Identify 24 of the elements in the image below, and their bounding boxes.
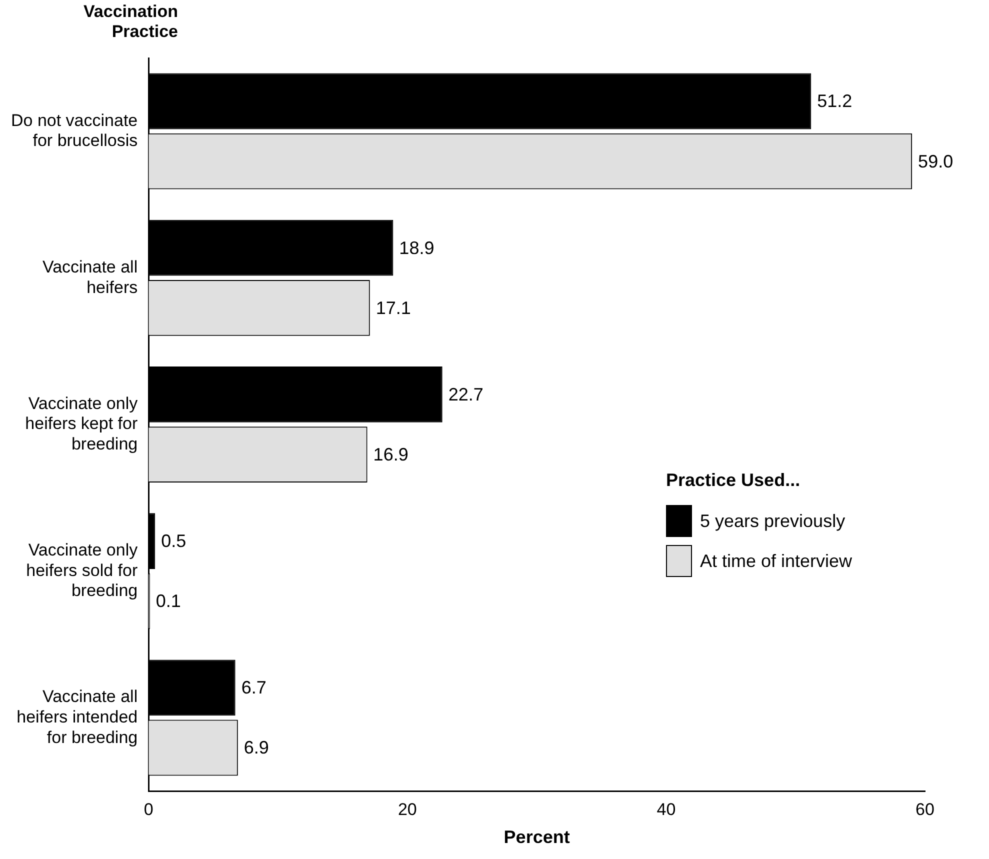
data-label: 0.1 (156, 591, 181, 612)
data-label: 6.9 (244, 738, 269, 758)
y-axis-title: Vaccination Practice (82, 2, 178, 42)
legend-label: At time of interview (699, 550, 852, 572)
y-tick-label: Vaccinate all heifers (42, 257, 138, 297)
y-tick-label: Vaccinate all heifers intended for breeding (16, 686, 138, 747)
x-tick-label: 20 (398, 800, 417, 819)
x-tick-label: 60 (916, 800, 934, 819)
x-axis-title: Percent (504, 827, 570, 848)
y-tick-label: Do not vaccinate for brucellosis (10, 110, 138, 150)
legend-label: 5 years previously (699, 510, 846, 533)
y-tick-label: Vaccinate only heifers kept for breeding (25, 394, 138, 454)
y-tick-label: Vaccinate only heifers sold for breeding (26, 540, 138, 600)
x-tick-label: 0 (144, 800, 154, 819)
legend-title: Practice Used... (666, 470, 802, 491)
data-label: 17.1 (376, 298, 411, 318)
data-label: 59.0 (918, 151, 954, 172)
data-label: 6.7 (241, 678, 266, 698)
data-label: 0.5 (161, 531, 186, 552)
data-label: 16.9 (373, 444, 408, 465)
data-label: 18.9 (399, 238, 434, 258)
x-tick-label: 40 (656, 800, 676, 819)
data-label: 22.7 (448, 384, 484, 404)
data-label: 51.2 (817, 91, 852, 112)
